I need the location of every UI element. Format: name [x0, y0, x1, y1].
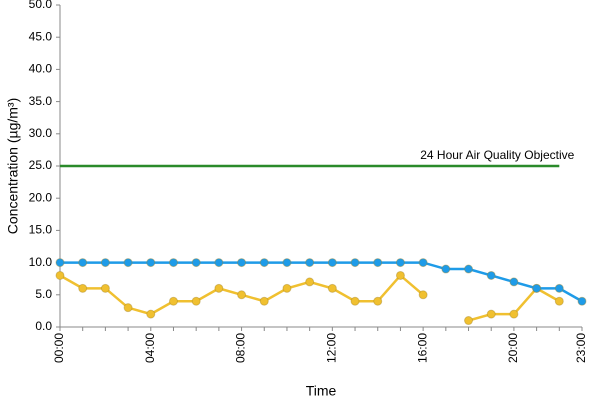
- x-tick-label: 23:00: [574, 333, 588, 363]
- data-point: [373, 258, 383, 268]
- data-point: [509, 309, 519, 319]
- data-point: [327, 258, 337, 268]
- data-point: [395, 258, 405, 268]
- data-point: [214, 283, 224, 293]
- data-point: [395, 270, 405, 280]
- data-point: [78, 258, 88, 268]
- data-point: [123, 303, 133, 313]
- data-point: [327, 283, 337, 293]
- y-tick-label: 15.0: [29, 223, 53, 237]
- data-point: [282, 283, 292, 293]
- data-point: [282, 258, 292, 268]
- y-tick-label: 5.0: [35, 287, 52, 301]
- y-axis-label: Concentration (µg/m³): [5, 98, 21, 234]
- data-point: [191, 258, 201, 268]
- y-tick-label: 0.0: [35, 319, 52, 333]
- data-point: [78, 283, 88, 293]
- data-point: [350, 258, 360, 268]
- data-point: [237, 258, 247, 268]
- data-point: [259, 296, 269, 306]
- data-point: [373, 296, 383, 306]
- x-tick-label: 04:00: [143, 333, 157, 363]
- y-tick-label: 40.0: [29, 62, 53, 76]
- data-point: [100, 283, 110, 293]
- reference-label: 24 Hour Air Quality Objective: [420, 148, 574, 162]
- data-point: [418, 258, 428, 268]
- data-point: [464, 264, 474, 274]
- data-point: [554, 283, 564, 293]
- x-axis-label: Time: [306, 383, 337, 399]
- data-point: [214, 258, 224, 268]
- data-point: [305, 277, 315, 287]
- data-point: [486, 270, 496, 280]
- data-point: [464, 316, 474, 326]
- x-tick-label: 08:00: [234, 333, 248, 363]
- data-point: [146, 309, 156, 319]
- data-point: [532, 283, 542, 293]
- x-tick-label: 12:00: [325, 333, 339, 363]
- y-tick-label: 20.0: [29, 190, 53, 204]
- data-point: [418, 290, 428, 300]
- data-point: [168, 296, 178, 306]
- data-point: [237, 290, 247, 300]
- y-tick-label: 25.0: [29, 158, 53, 172]
- y-tick-label: 35.0: [29, 94, 53, 108]
- y-tick-label: 30.0: [29, 126, 53, 140]
- data-point: [191, 296, 201, 306]
- data-point: [441, 264, 451, 274]
- data-point: [554, 296, 564, 306]
- x-tick-label: 16:00: [415, 333, 429, 363]
- data-point: [168, 258, 178, 268]
- series-line: [60, 261, 583, 303]
- data-point: [146, 258, 156, 268]
- data-point: [350, 296, 360, 306]
- data-point: [123, 258, 133, 268]
- x-tick-label: 20:00: [506, 333, 520, 363]
- y-tick-label: 10.0: [29, 255, 53, 269]
- data-point: [486, 309, 496, 319]
- data-point: [55, 258, 65, 268]
- data-point: [55, 270, 65, 280]
- data-point: [259, 258, 269, 268]
- y-tick-label: 50.0: [29, 0, 53, 11]
- x-tick-label: 00:00: [52, 333, 66, 363]
- data-point: [305, 258, 315, 268]
- data-point: [577, 296, 587, 306]
- data-point: [509, 277, 519, 287]
- data-point: [100, 258, 110, 268]
- y-tick-label: 45.0: [29, 29, 53, 43]
